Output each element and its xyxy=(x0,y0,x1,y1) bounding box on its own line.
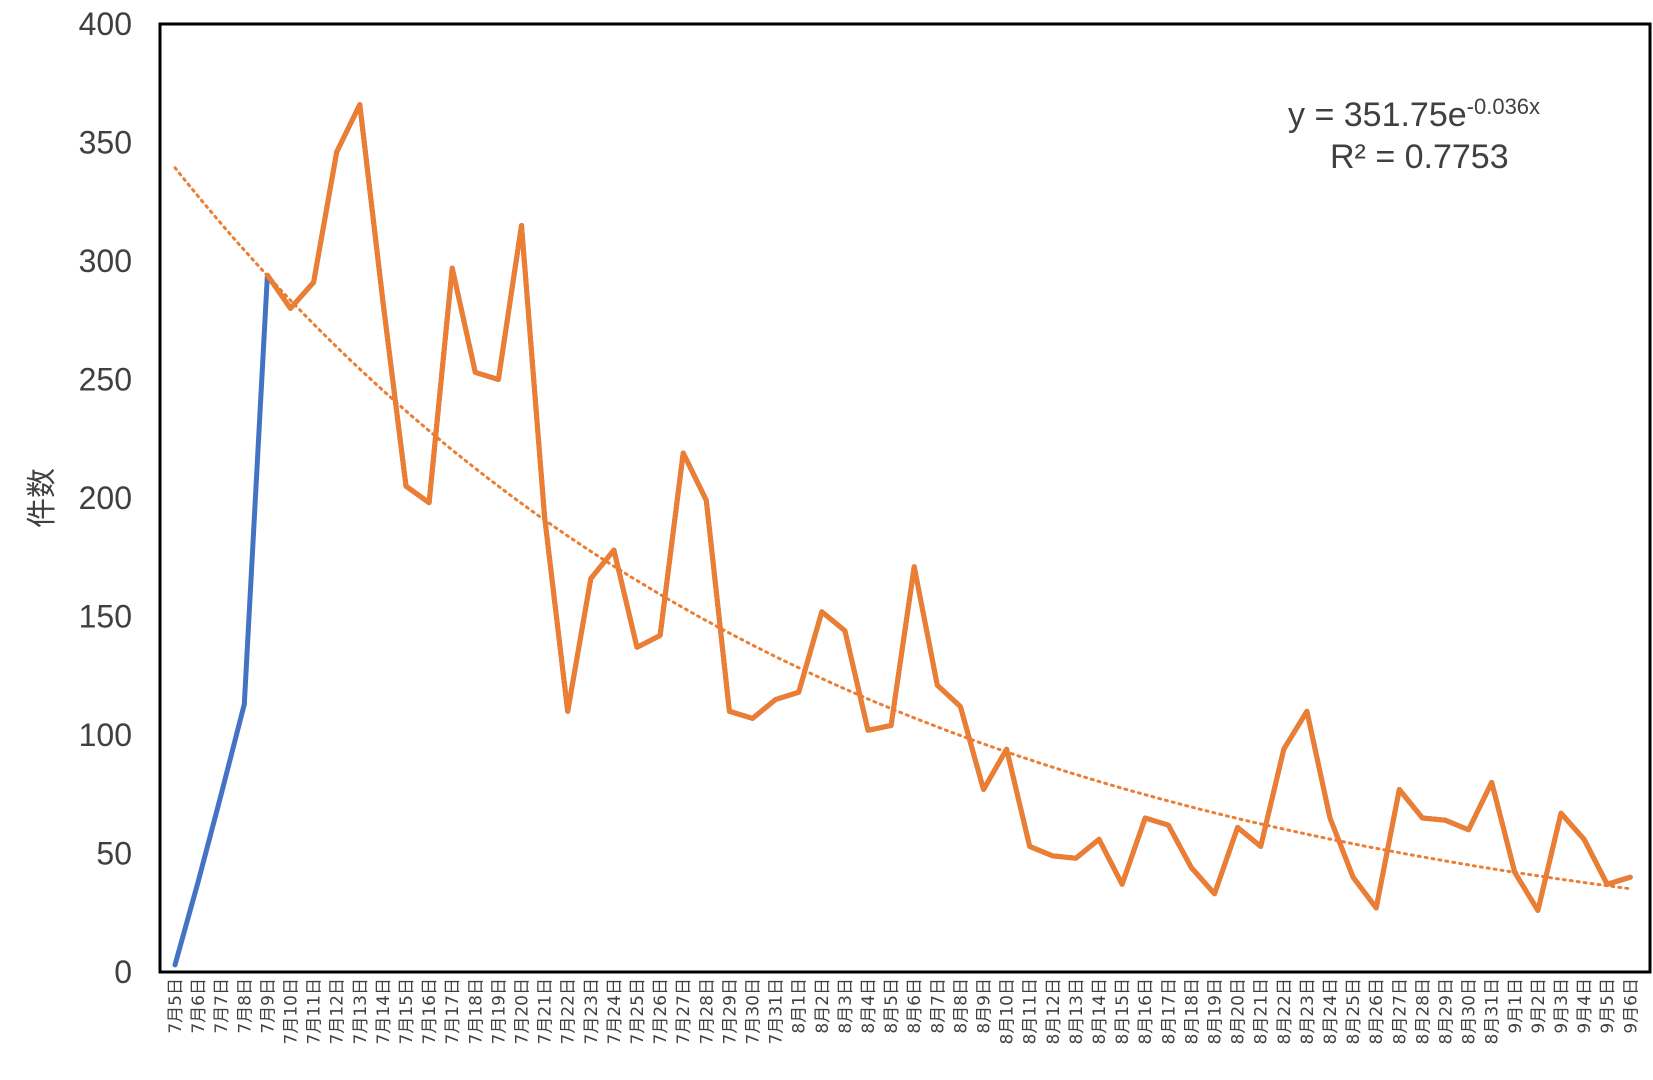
x-tick-label: 8月23日 xyxy=(1298,978,1318,1044)
x-tick-label: 8月7日 xyxy=(928,978,948,1034)
x-tick-label: 9月2日 xyxy=(1529,978,1549,1034)
trendline-equation-base: y = 351.75e xyxy=(1288,96,1467,134)
x-tick-label: 8月21日 xyxy=(1252,978,1272,1044)
x-tick-label: 8月15日 xyxy=(1113,978,1133,1044)
x-tick-label: 8月1日 xyxy=(790,978,810,1034)
x-tick-label: 8月6日 xyxy=(905,978,925,1034)
x-tick-label: 8月10日 xyxy=(998,978,1018,1044)
x-tick-label: 8月11日 xyxy=(1021,978,1041,1044)
x-tick-label: 7月26日 xyxy=(651,978,671,1044)
trendline-equation: y = 351.75e-0.036x xyxy=(1288,94,1540,134)
x-tick-label: 7月22日 xyxy=(559,978,579,1044)
x-tick-label: 7月7日 xyxy=(212,978,232,1034)
x-tick-label: 7月28日 xyxy=(697,978,717,1044)
y-tick-label: 300 xyxy=(79,243,132,279)
x-tick-label: 9月4日 xyxy=(1575,978,1595,1034)
trendline-equation-exponent: -0.036x xyxy=(1467,94,1540,119)
x-tick-label: 8月30日 xyxy=(1460,978,1480,1044)
x-tick-label: 7月5日 xyxy=(166,978,186,1034)
x-tick-label: 9月6日 xyxy=(1621,978,1641,1034)
x-tick-label: 8月24日 xyxy=(1321,978,1341,1044)
x-tick-label: 8月14日 xyxy=(1090,978,1110,1044)
x-tick-label: 8月25日 xyxy=(1344,978,1364,1044)
y-tick-label: 0 xyxy=(114,954,132,990)
x-tick-label: 8月28日 xyxy=(1413,978,1433,1044)
x-tick-label: 7月21日 xyxy=(536,978,556,1044)
x-tick-label: 7月30日 xyxy=(744,978,764,1044)
x-tick-label: 8月29日 xyxy=(1437,978,1457,1044)
x-tick-label: 7月23日 xyxy=(582,978,602,1044)
x-tick-label: 8月13日 xyxy=(1067,978,1087,1044)
y-tick-label: 200 xyxy=(79,480,132,516)
x-tick-label: 7月12日 xyxy=(328,978,348,1044)
x-tick-label: 8月2日 xyxy=(813,978,833,1034)
x-tick-label: 8月3日 xyxy=(836,978,856,1034)
plot-area xyxy=(158,22,1652,974)
x-tick-label: 8月27日 xyxy=(1390,978,1410,1044)
x-tick-label: 7月29日 xyxy=(720,978,740,1044)
x-tick-label: 8月31日 xyxy=(1483,978,1503,1044)
x-tick-label: 7月31日 xyxy=(767,978,787,1044)
x-tick-label: 7月18日 xyxy=(466,978,486,1044)
x-tick-label: 8月8日 xyxy=(951,978,971,1034)
y-tick-label: 50 xyxy=(96,836,132,872)
x-tick-label: 8月9日 xyxy=(975,978,995,1034)
x-tick-label: 9月1日 xyxy=(1506,978,1526,1034)
y-axis-label: 件数 xyxy=(25,468,60,528)
x-tick-label: 8月22日 xyxy=(1275,978,1295,1044)
y-axis-ticks: 0 50 100 150 200 250 300 350 400 xyxy=(79,6,132,990)
y-tick-label: 250 xyxy=(79,362,132,398)
x-tick-label: 7月10日 xyxy=(282,978,302,1044)
series-line-2 xyxy=(264,102,1633,913)
x-tick-label: 8月17日 xyxy=(1159,978,1179,1044)
y-tick-label: 150 xyxy=(79,599,132,635)
x-tick-label: 7月9日 xyxy=(258,978,278,1034)
trendline-r-squared: R² = 0.7753 xyxy=(1330,138,1509,176)
x-tick-label: 9月3日 xyxy=(1552,978,1572,1034)
y-tick-label: 400 xyxy=(79,6,132,42)
x-tick-label: 8月16日 xyxy=(1136,978,1156,1044)
x-tick-label: 7月24日 xyxy=(605,978,625,1044)
y-tick-label: 100 xyxy=(79,717,132,753)
x-tick-label: 7月8日 xyxy=(235,978,255,1034)
x-tick-label: 8月12日 xyxy=(1044,978,1064,1044)
x-tick-label: 8月20日 xyxy=(1229,978,1249,1044)
x-tick-label: 7月20日 xyxy=(513,978,533,1044)
x-axis-ticks: 7月5日 7月6日 7月7日 7月8日 7月9日 7月10日 7月11日 7月12日 7月13日… xyxy=(166,978,1641,1044)
x-tick-label: 7月19日 xyxy=(489,978,509,1044)
x-tick-label: 8月26日 xyxy=(1367,978,1387,1044)
x-tick-label: 8月5日 xyxy=(882,978,902,1034)
series-layer xyxy=(172,102,1633,968)
x-tick-label: 7月15日 xyxy=(397,978,417,1044)
x-tick-label: 8月19日 xyxy=(1206,978,1226,1044)
x-tick-label: 7月11日 xyxy=(305,978,325,1044)
x-tick-label: 7月25日 xyxy=(628,978,648,1044)
x-tick-label: 7月17日 xyxy=(443,978,463,1044)
trendline xyxy=(173,166,1632,891)
x-tick-label: 9月5日 xyxy=(1598,978,1618,1034)
x-tick-label: 7月27日 xyxy=(674,978,694,1044)
x-tick-label: 7月6日 xyxy=(189,978,209,1034)
y-tick-label: 350 xyxy=(79,125,132,161)
x-tick-label: 7月14日 xyxy=(374,978,394,1044)
x-tick-label: 8月18日 xyxy=(1182,978,1202,1044)
x-tick-label: 7月16日 xyxy=(420,978,440,1044)
x-tick-label: 8月4日 xyxy=(859,978,879,1034)
x-tick-label: 7月13日 xyxy=(351,978,371,1044)
